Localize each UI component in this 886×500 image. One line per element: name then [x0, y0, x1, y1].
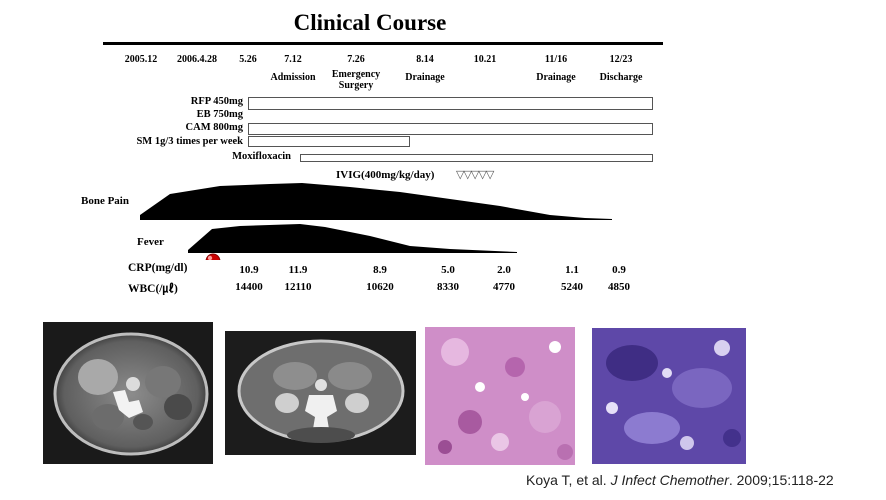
- date-label: 2006.4.28: [177, 54, 217, 65]
- event-drainage-1: Drainage: [405, 72, 445, 83]
- event-emergency-line1: Emergency: [331, 69, 381, 80]
- wbc-value: 10620: [366, 281, 394, 293]
- drug-rfp-label: RFP 450mg: [190, 96, 243, 107]
- date-label: 11/16: [544, 54, 568, 65]
- histology-he-image: [425, 327, 575, 465]
- ivig-triangle-icon: ▽▽▽▽▽: [456, 169, 494, 181]
- crp-value: 0.9: [612, 264, 626, 276]
- drug-rfp-eb-bar: [248, 97, 653, 110]
- event-admission: Admission: [270, 72, 316, 83]
- date-label: 5.26: [239, 54, 257, 65]
- crp-value: 10.9: [239, 264, 259, 276]
- fever-curve: [188, 224, 517, 253]
- event-emergency-surgery: Emergency Surgery: [332, 69, 380, 91]
- event-emergency-line2: Surgery: [338, 80, 374, 91]
- clinical-curves: [140, 183, 612, 260]
- crp-label: CRP(mg/dl): [128, 262, 188, 274]
- crp-value: 2.0: [497, 264, 511, 276]
- drug-moxifloxacin-label: Moxifloxacin: [232, 151, 291, 162]
- fever-label: Fever: [137, 236, 164, 248]
- drug-cam-label: CAM 800mg: [185, 122, 243, 133]
- wbc-value: 8330: [437, 281, 459, 293]
- histology-pas-image: [592, 328, 746, 464]
- date-label: 2005.12: [124, 54, 158, 65]
- ivig-label: IVIG(400mg/kg/day): [336, 169, 435, 181]
- crp-value: 11.9: [288, 264, 308, 276]
- drug-cam-bar: [248, 123, 653, 135]
- bone-pain-label: Bone Pain: [81, 195, 129, 207]
- wbc-label: WBC(/㎕): [128, 283, 178, 295]
- wbc-value: 5240: [561, 281, 583, 293]
- crp-value: 5.0: [441, 264, 455, 276]
- ct-scan-image-2: [225, 331, 416, 455]
- event-drainage-2: Drainage: [536, 72, 576, 83]
- wbc-value: 4850: [608, 281, 630, 293]
- wbc-value: 12110: [284, 281, 312, 293]
- citation-details: . 2009;15:118-22: [728, 472, 834, 488]
- page-title: Clinical Course: [293, 10, 447, 35]
- drug-sm-label: SM 1g/3 times per week: [136, 136, 243, 147]
- crp-value: 1.1: [565, 264, 579, 276]
- wbc-value: 4770: [493, 281, 515, 293]
- date-label: 12/23: [609, 54, 633, 65]
- citation-journal: J Infect Chemother: [610, 472, 729, 488]
- date-label: 7.26: [347, 54, 365, 65]
- date-label: 10.21: [473, 54, 497, 65]
- ct-scan-image-1: [43, 322, 213, 464]
- citation-authors: Koya T, et al.: [526, 472, 611, 488]
- title-rule: [103, 42, 663, 45]
- date-label: 7.12: [284, 54, 302, 65]
- crp-value: 8.9: [373, 264, 387, 276]
- drug-moxifloxacin-bar: [300, 154, 653, 162]
- wbc-value: 14400: [235, 281, 263, 293]
- drug-sm-bar: [248, 136, 410, 147]
- date-label: 8.14: [416, 54, 434, 65]
- bone-pain-curve: [140, 183, 612, 220]
- drug-eb-label: EB 750mg: [196, 109, 243, 120]
- citation: Koya T, et al. J Infect Chemother. 2009;…: [526, 472, 834, 488]
- event-discharge: Discharge: [599, 72, 643, 83]
